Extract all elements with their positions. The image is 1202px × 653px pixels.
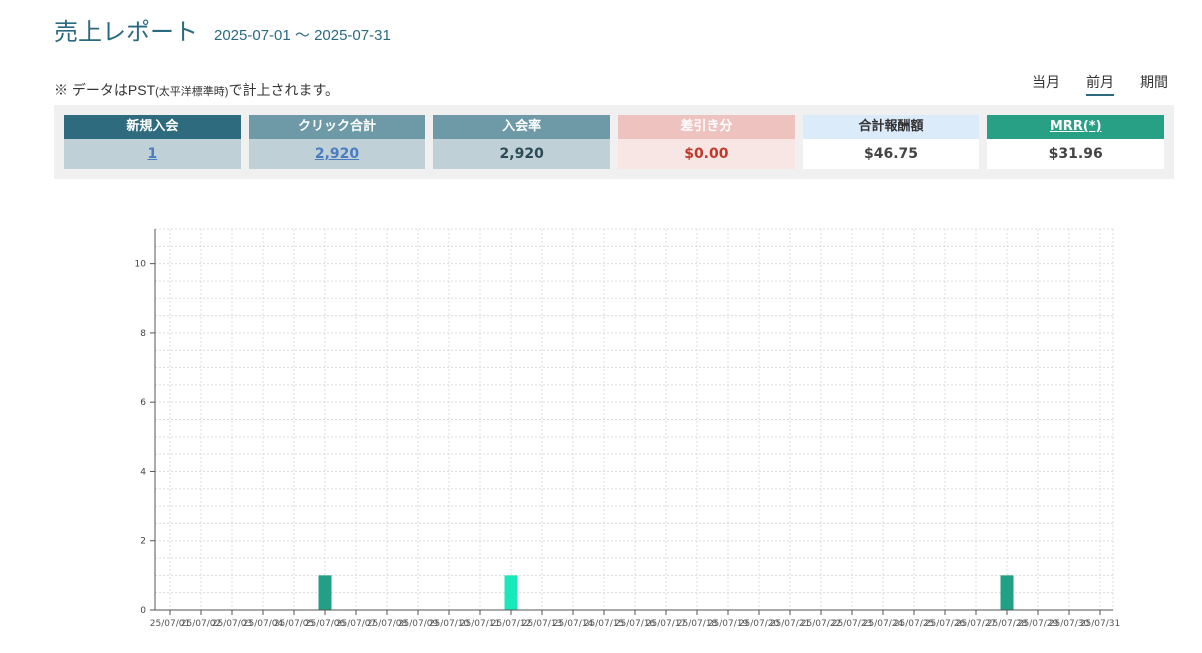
- bar-25/07/28: [1000, 575, 1014, 610]
- bar-25/07/06: [318, 575, 332, 610]
- period-tabs: 当月 前月 期間: [1032, 72, 1168, 96]
- x-tick-label: 25/07/05: [274, 619, 314, 629]
- x-tick-label: 25/07/29: [1018, 619, 1059, 629]
- x-tick-label: 25/07/20: [739, 619, 780, 629]
- new-members-card: 新規入会 1: [64, 115, 241, 169]
- x-tick-label: 25/07/08: [367, 619, 408, 629]
- y-tick-label: 6: [140, 398, 146, 408]
- x-tick-label: 25/07/01: [150, 619, 190, 629]
- x-tick-label: 25/07/12: [491, 619, 531, 629]
- total-reward-card: 合計報酬額 $46.75: [802, 115, 980, 169]
- date-range: 2025-07-01 〜 2025-07-31: [214, 27, 391, 44]
- x-tick-label: 25/07/09: [398, 619, 439, 629]
- join-rate-value: 2,920: [433, 139, 611, 169]
- x-tick-label: 25/07/14: [553, 619, 594, 629]
- x-tick-label: 25/07/27: [956, 619, 996, 629]
- x-tick-label: 25/07/23: [832, 619, 872, 629]
- x-tick-label: 25/07/04: [243, 619, 284, 629]
- deduction-label: 差引き分: [618, 115, 795, 139]
- join-rate-card: 入会率 2,920: [433, 115, 611, 169]
- tab-period[interactable]: 期間: [1140, 75, 1168, 91]
- x-tick-label: 25/07/28: [987, 619, 1028, 629]
- x-tick-label: 25/07/10: [429, 619, 470, 629]
- x-tick-label: 25/07/30: [1049, 619, 1090, 629]
- deduction-value: $0.00: [618, 139, 795, 169]
- bar-25/07/12: [504, 575, 518, 610]
- x-tick-label: 25/07/18: [677, 619, 718, 629]
- x-tick-label: 25/07/03: [212, 619, 252, 629]
- new-members-value-cell: 1: [64, 139, 241, 169]
- x-tick-label: 25/07/13: [522, 619, 562, 629]
- mrr-card: MRR(*) $31.96: [987, 115, 1165, 169]
- note-timezone: (太平洋標準時): [155, 86, 229, 98]
- x-tick-label: 25/07/17: [646, 619, 686, 629]
- new-members-link[interactable]: 1: [147, 146, 158, 162]
- x-tick-label: 25/07/07: [336, 619, 376, 629]
- clicks-value-cell: 2,920: [248, 139, 426, 169]
- page-title: 売上レポート: [54, 18, 198, 46]
- x-tick-label: 25/07/31: [1080, 619, 1120, 629]
- tab-previous-month[interactable]: 前月: [1086, 72, 1114, 96]
- report-header: 売上レポート 2025-07-01 〜 2025-07-31: [54, 12, 391, 47]
- new-members-label: 新規入会: [64, 115, 241, 139]
- x-tick-label: 25/07/26: [925, 619, 966, 629]
- mrr-label[interactable]: MRR(*): [987, 115, 1165, 139]
- note-suffix: で計上されます。: [228, 82, 340, 98]
- y-tick-label: 4: [140, 467, 146, 477]
- x-tick-label: 25/07/24: [863, 619, 904, 629]
- deduction-card: 差引き分 $0.00: [618, 115, 795, 169]
- x-tick-label: 25/07/06: [305, 619, 346, 629]
- y-tick-label: 2: [140, 537, 146, 547]
- x-tick-label: 25/07/16: [615, 619, 656, 629]
- x-tick-label: 25/07/15: [584, 619, 624, 629]
- clicks-link[interactable]: 2,920: [314, 146, 360, 162]
- mrr-value: $31.96: [987, 139, 1165, 169]
- join-rate-label: 入会率: [433, 115, 611, 139]
- total-reward-label: 合計報酬額: [802, 115, 980, 139]
- clicks-label: クリック合計: [248, 115, 426, 139]
- x-tick-label: 25/07/11: [460, 619, 500, 629]
- x-tick-label: 25/07/25: [894, 619, 934, 629]
- x-tick-label: 25/07/21: [770, 619, 810, 629]
- total-reward-value: $46.75: [802, 139, 980, 169]
- note-prefix: ※ データはPST: [54, 82, 156, 98]
- x-tick-label: 25/07/19: [708, 619, 749, 629]
- x-tick-label: 25/07/22: [801, 619, 841, 629]
- y-tick-label: 0: [140, 606, 146, 616]
- clicks-card: クリック合計 2,920: [248, 115, 426, 169]
- timezone-note: ※ データはPST(太平洋標準時)で計上されます。: [54, 80, 339, 100]
- y-tick-label: 8: [140, 329, 146, 339]
- x-tick-label: 25/07/02: [181, 619, 221, 629]
- y-tick-label: 10: [135, 260, 147, 270]
- tab-current-month[interactable]: 当月: [1032, 75, 1060, 91]
- summary-panel: 新規入会 1 クリック合計 2,920 入会率 2,920 差引き分 $0.00…: [54, 105, 1174, 179]
